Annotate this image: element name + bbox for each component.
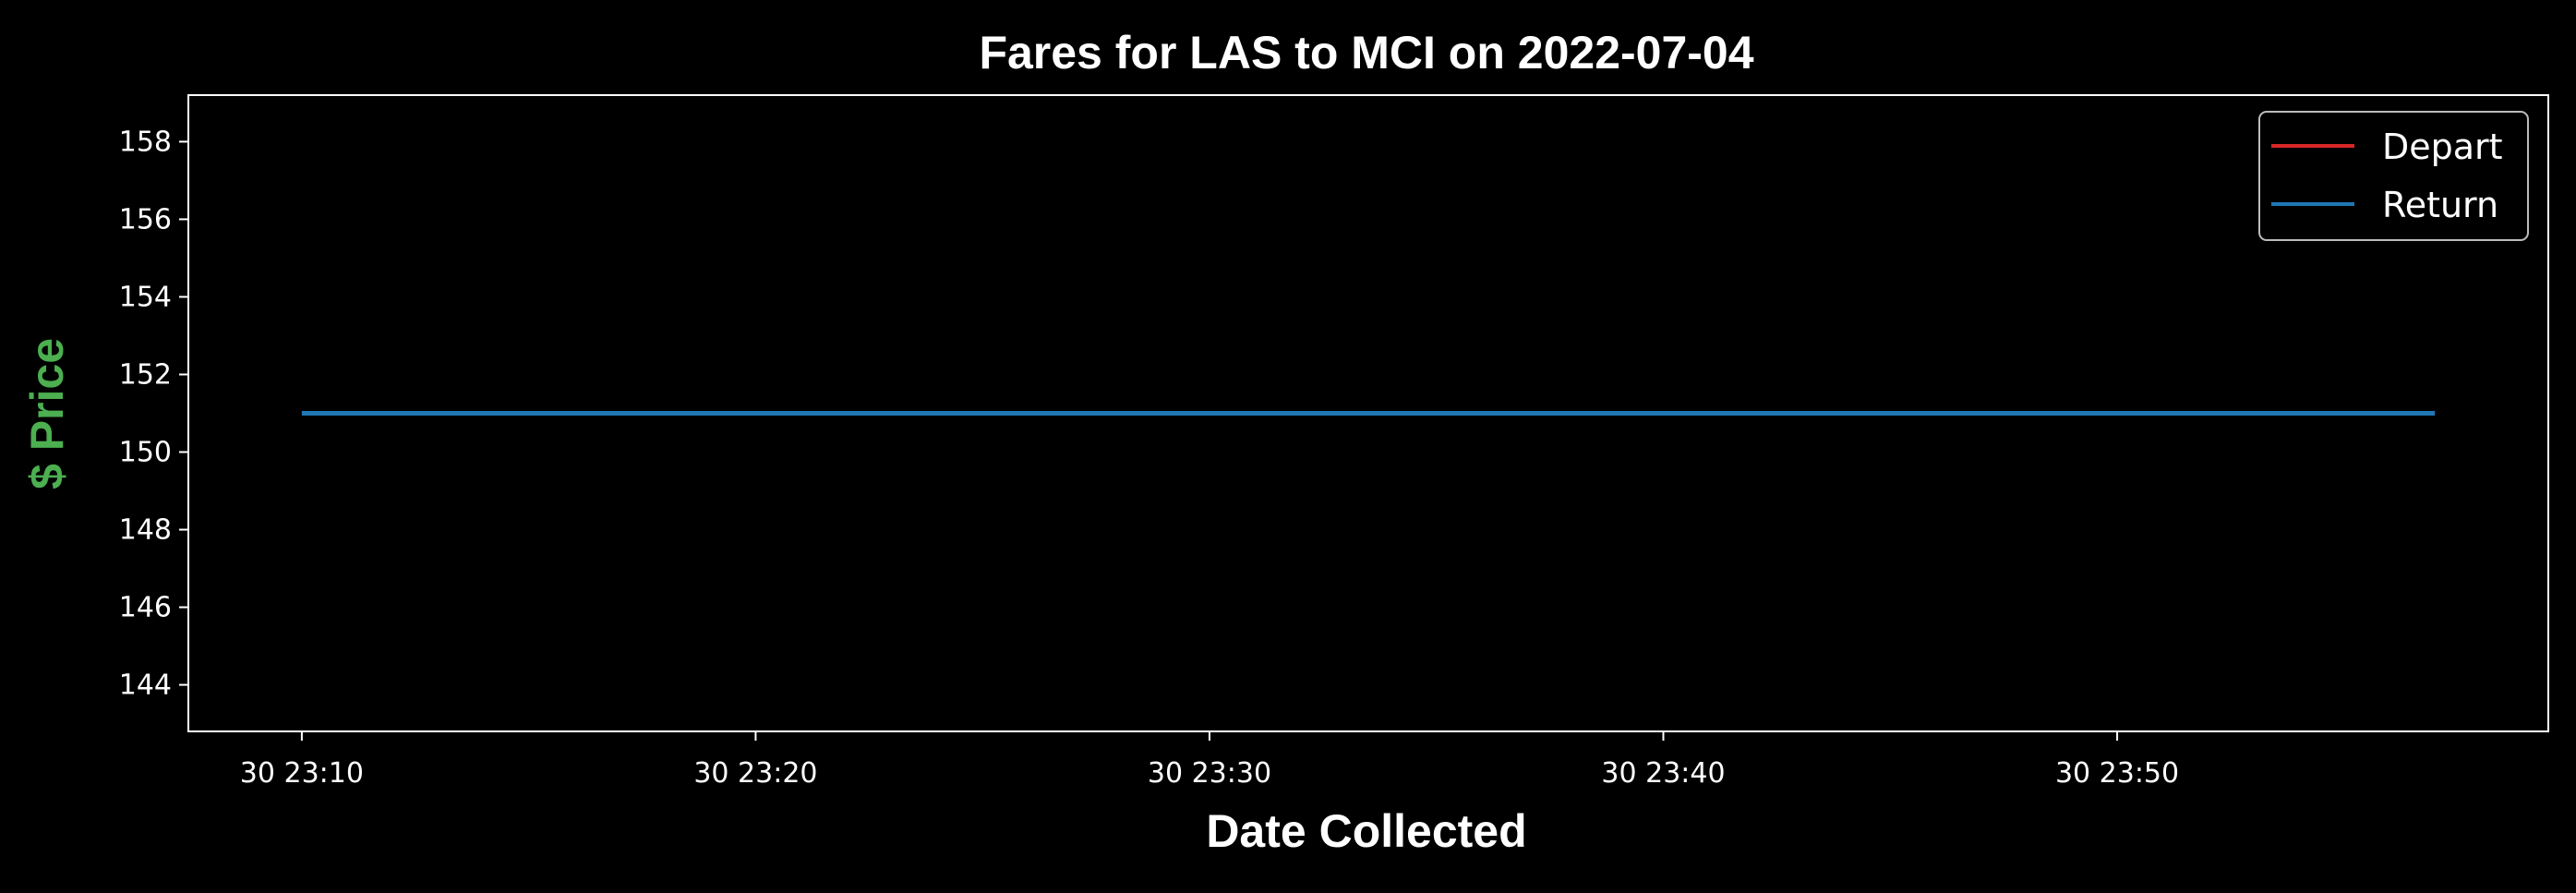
legend-return-label: Return bbox=[2382, 185, 2498, 225]
x-axis-ticks: 30 23:10 30 23:20 30 23:30 30 23:40 30 23:50 bbox=[240, 731, 2179, 790]
y-tick-label: 154 bbox=[119, 281, 172, 313]
y-tick-label: 150 bbox=[119, 437, 172, 469]
y-tick-label: 152 bbox=[119, 358, 172, 391]
y-tick-label: 156 bbox=[119, 203, 172, 235]
y-tick-label: 148 bbox=[119, 514, 172, 547]
legend: Depart Return bbox=[2258, 111, 2529, 241]
plot-area-frame bbox=[187, 94, 2549, 732]
y-axis-ticks: 144 146 148 150 152 154 156 158 bbox=[119, 126, 188, 702]
legend-depart-label: Depart bbox=[2382, 127, 2503, 167]
x-tick-label: 30 23:40 bbox=[1601, 757, 1725, 790]
x-tick-label: 30 23:20 bbox=[693, 757, 817, 790]
chart-title: Fares for LAS to MCI on 2022-07-04 bbox=[979, 27, 1753, 78]
x-tick-label: 30 23:50 bbox=[2055, 757, 2179, 790]
x-tick-label: 30 23:10 bbox=[240, 757, 364, 790]
legend-box bbox=[2258, 111, 2529, 241]
y-axis-label: $ Price bbox=[21, 338, 73, 489]
y-tick-label: 144 bbox=[119, 670, 172, 702]
x-tick-label: 30 23:30 bbox=[1148, 757, 1271, 790]
x-axis-label: Date Collected bbox=[1206, 805, 1526, 857]
y-tick-label: 158 bbox=[119, 126, 172, 158]
y-tick-label: 146 bbox=[119, 592, 172, 624]
